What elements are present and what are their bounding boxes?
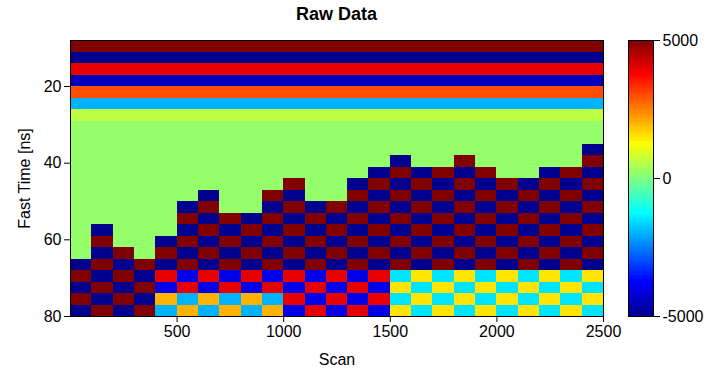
svg-text:-5000: -5000	[663, 308, 704, 325]
svg-text:2500: 2500	[586, 323, 622, 340]
svg-text:40: 40	[44, 154, 62, 171]
svg-text:Fast Time [ns]: Fast Time [ns]	[16, 128, 33, 228]
svg-text:60: 60	[44, 231, 62, 248]
html-text:Raw Data: Raw Data	[296, 4, 377, 24]
svg-text:1500: 1500	[373, 323, 409, 340]
svg-text:20: 20	[44, 78, 62, 95]
svg-text:80: 80	[44, 308, 62, 325]
svg-text:Scan: Scan	[319, 351, 355, 368]
svg-text:5000: 5000	[663, 32, 699, 49]
svg-text:2000: 2000	[479, 323, 515, 340]
svg-text:1000: 1000	[266, 323, 302, 340]
svg-text:0: 0	[663, 170, 672, 187]
svg-text:500: 500	[164, 323, 191, 340]
